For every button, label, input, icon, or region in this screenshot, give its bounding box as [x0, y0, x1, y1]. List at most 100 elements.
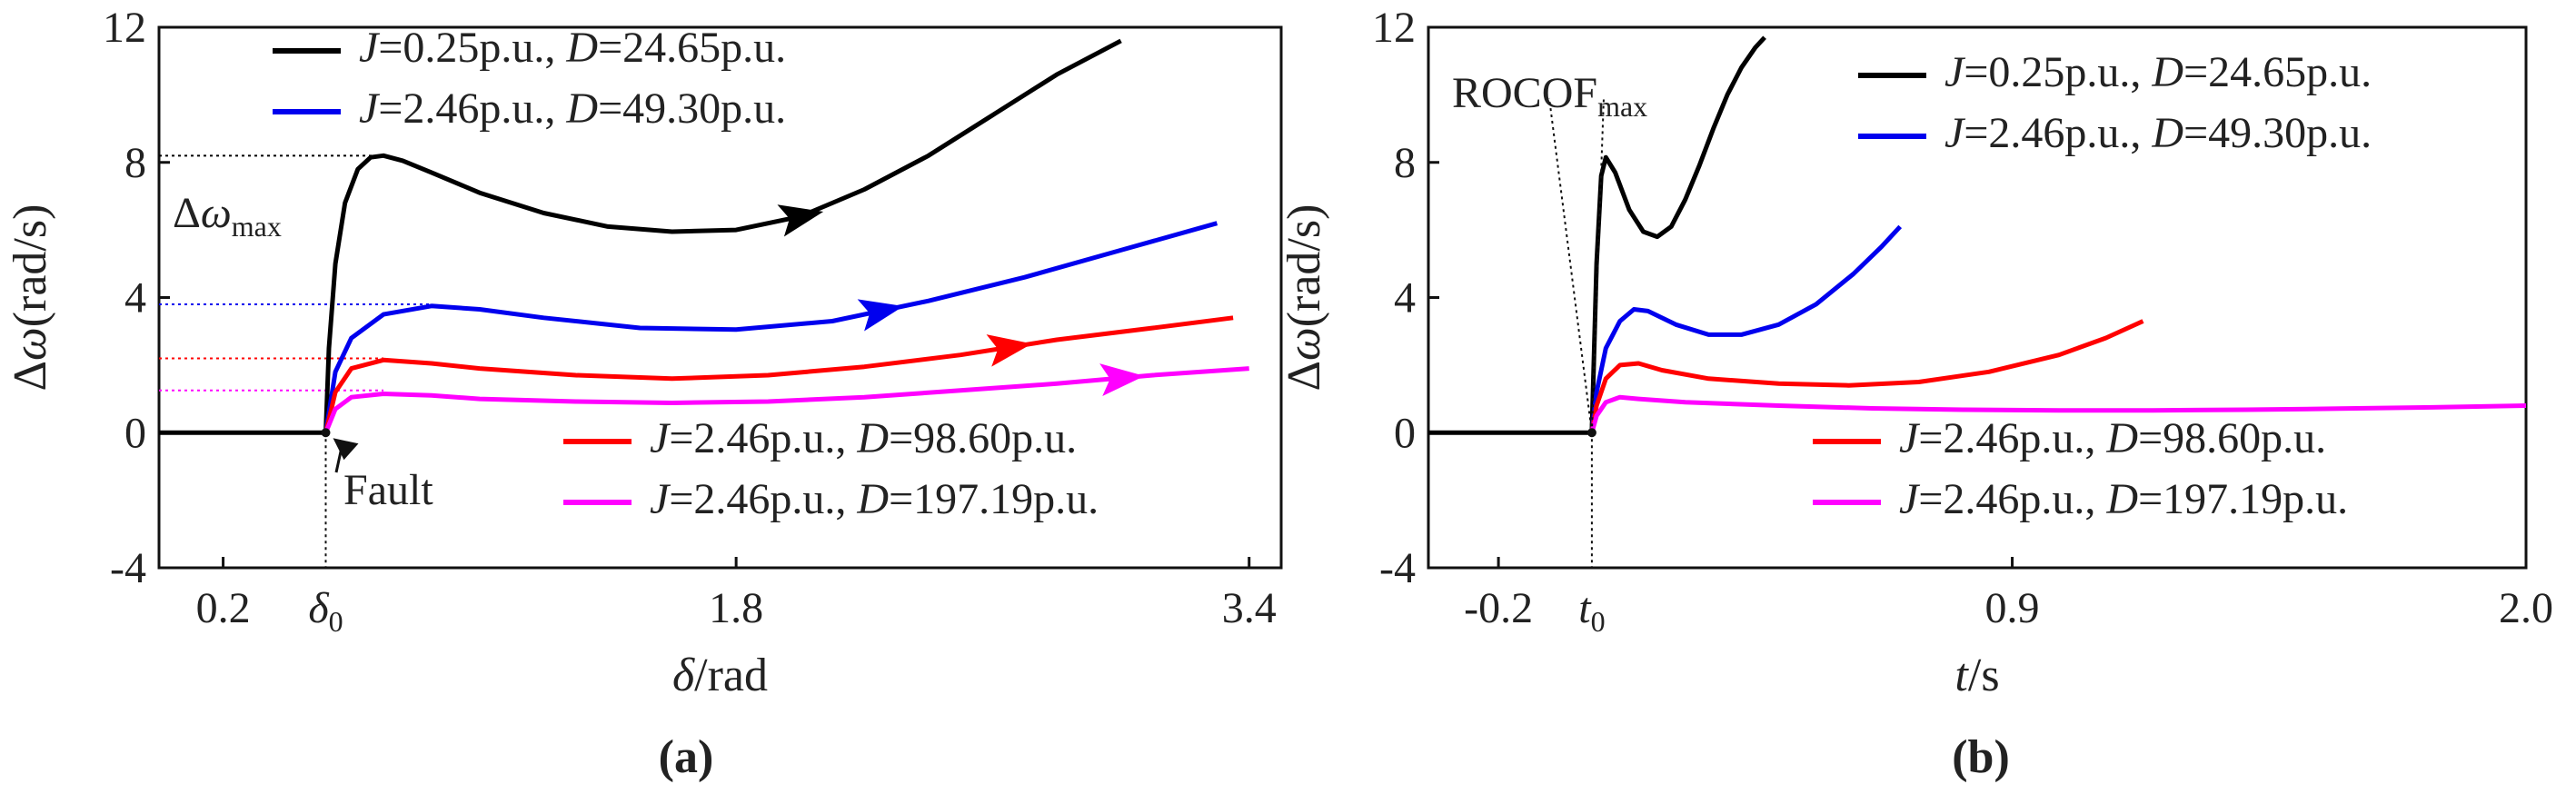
x-tick-special-symbol: δ [308, 584, 329, 632]
y-tick-label: 0 [124, 409, 146, 457]
x-tick-label: 0.2 [196, 584, 251, 632]
fault-arrow-head [333, 438, 359, 461]
legend-j-symbol: J [1944, 109, 1966, 157]
series-line-3 [323, 315, 1234, 433]
legend-d-value: =98.60p.u. [2138, 414, 2326, 462]
x-tick-label: 3.4 [1222, 584, 1277, 632]
x-axis-label-unit: /s [1968, 650, 2000, 701]
y-axis-label-unit: (rad/s) [1278, 204, 1330, 328]
y-tick-label: 8 [124, 139, 146, 187]
series-line-1 [323, 38, 1122, 433]
legend-j-value: =2.46p.u., [669, 475, 857, 523]
legend-d-value: =197.19p.u. [2138, 475, 2348, 523]
y-tick-label: 0 [1394, 409, 1416, 457]
y-tick-label: 4 [124, 274, 146, 323]
x-tick-special-label: t0 [1578, 584, 1605, 638]
direction-arrow [986, 334, 1032, 367]
legend-label-2: J=2.46p.u., D=49.30p.u. [359, 84, 786, 133]
x-axis-label-symbol: δ [672, 650, 695, 701]
legend-d-symbol: D [2151, 48, 2183, 96]
legend-label-2: J=2.46p.u., D=49.30p.u. [1944, 109, 2372, 157]
series-line-2 [1589, 224, 1903, 433]
legend-d-symbol: D [856, 475, 889, 523]
x-tick-label: 2.0 [2499, 584, 2553, 632]
y-tick-label: -4 [110, 544, 146, 592]
dw-max-omega: ω [201, 189, 232, 237]
dw-max-delta: Δ [173, 189, 201, 237]
legend-j-value: =2.46p.u., [1918, 475, 2106, 523]
rocof-main: ROCOF [1452, 69, 1597, 117]
series-line-1 [1589, 35, 1766, 433]
x-tick-special-subscript: 0 [329, 605, 343, 638]
series-line-3 [1589, 319, 2144, 433]
x-tick-special-subscript: 0 [1591, 605, 1606, 638]
legend-j-symbol: J [650, 414, 671, 462]
legend-d-symbol: D [856, 414, 889, 462]
x-axis-label-unit: /rad [694, 650, 768, 701]
dw-max-subscript: max [232, 210, 282, 243]
direction-arrow [777, 204, 824, 237]
legend-label-1: J=0.25p.u., D=24.65p.u. [359, 24, 786, 72]
y-axis-label-delta: Δ [5, 361, 56, 391]
series-line-2 [323, 221, 1218, 433]
panel-caption: (b) [1952, 731, 2010, 783]
y-tick-label: -4 [1379, 544, 1416, 592]
legend-j-value: =2.46p.u., [1964, 109, 2152, 157]
legend-j-value: =2.46p.u., [1918, 414, 2106, 462]
legend-d-symbol: D [565, 24, 598, 72]
legend-j-symbol: J [1899, 475, 1921, 523]
legend-label-1: J=0.25p.u., D=24.65p.u. [1944, 48, 2372, 96]
legend-j-symbol: J [650, 475, 671, 523]
legend-d-value: =98.60p.u. [889, 414, 1077, 462]
x-tick-label: 1.8 [709, 584, 763, 632]
legend-d-value: =24.65p.u. [2183, 48, 2372, 96]
y-axis-label-delta: Δ [1278, 361, 1330, 391]
legend-label-3: J=2.46p.u., D=98.60p.u. [650, 414, 1077, 462]
y-tick-label: 4 [1394, 274, 1416, 323]
legend-d-symbol: D [2151, 109, 2183, 157]
x-tick-label: 0.9 [1985, 584, 2040, 632]
direction-arrow [857, 299, 904, 332]
legend-label-4: J=2.46p.u., D=197.19p.u. [1899, 475, 2348, 523]
legend-j-value: =0.25p.u., [378, 24, 566, 72]
legend-d-symbol: D [2105, 414, 2138, 462]
y-axis-label-omega: ω [1278, 327, 1330, 361]
legend-d-value: =197.19p.u. [889, 475, 1099, 523]
series-line-4 [323, 366, 1249, 434]
x-tick-special-symbol: t [1578, 584, 1592, 632]
x-tick-label: -0.2 [1464, 584, 1533, 632]
y-axis-label: Δω(rad/s) [1278, 204, 1330, 392]
legend-d-symbol: D [2105, 475, 2138, 523]
legend-d-value: =24.65p.u. [598, 24, 786, 72]
direction-arrow [1099, 363, 1145, 396]
legend-d-value: =49.30p.u. [2183, 109, 2372, 157]
rocof-guide-vertical [1548, 97, 1593, 433]
panel-caption: (a) [659, 731, 714, 783]
legend-j-value: =2.46p.u., [378, 84, 566, 133]
legend-j-symbol: J [1944, 48, 1966, 96]
series-line-4 [1589, 394, 2527, 433]
legend-j-symbol: J [359, 24, 381, 72]
x-axis-label-symbol: t [1954, 650, 1969, 701]
legend-d-value: =49.30p.u. [598, 84, 786, 133]
y-tick-label: 8 [1394, 139, 1416, 187]
fault-point-marker [321, 428, 331, 438]
x-tick-special-label: δ0 [308, 584, 343, 638]
y-tick-label: 12 [1372, 4, 1416, 52]
rocof-annotation: ROCOFmax [1452, 69, 1647, 123]
rocof-subscript: max [1597, 90, 1647, 123]
legend-j-symbol: J [359, 84, 381, 133]
legend-d-symbol: D [565, 84, 598, 133]
y-axis-label: Δω(rad/s) [5, 204, 56, 392]
legend-j-value: =2.46p.u., [669, 414, 857, 462]
legend-label-3: J=2.46p.u., D=98.60p.u. [1899, 414, 2326, 462]
legend-j-value: =0.25p.u., [1964, 48, 2152, 96]
y-tick-label: 12 [103, 4, 146, 52]
rocof-guide-tangent [1590, 97, 1605, 433]
legend-label-4: J=2.46p.u., D=197.19p.u. [650, 475, 1099, 523]
y-axis-label-unit: (rad/s) [5, 204, 56, 328]
fault-annotation: Fault [343, 466, 433, 514]
